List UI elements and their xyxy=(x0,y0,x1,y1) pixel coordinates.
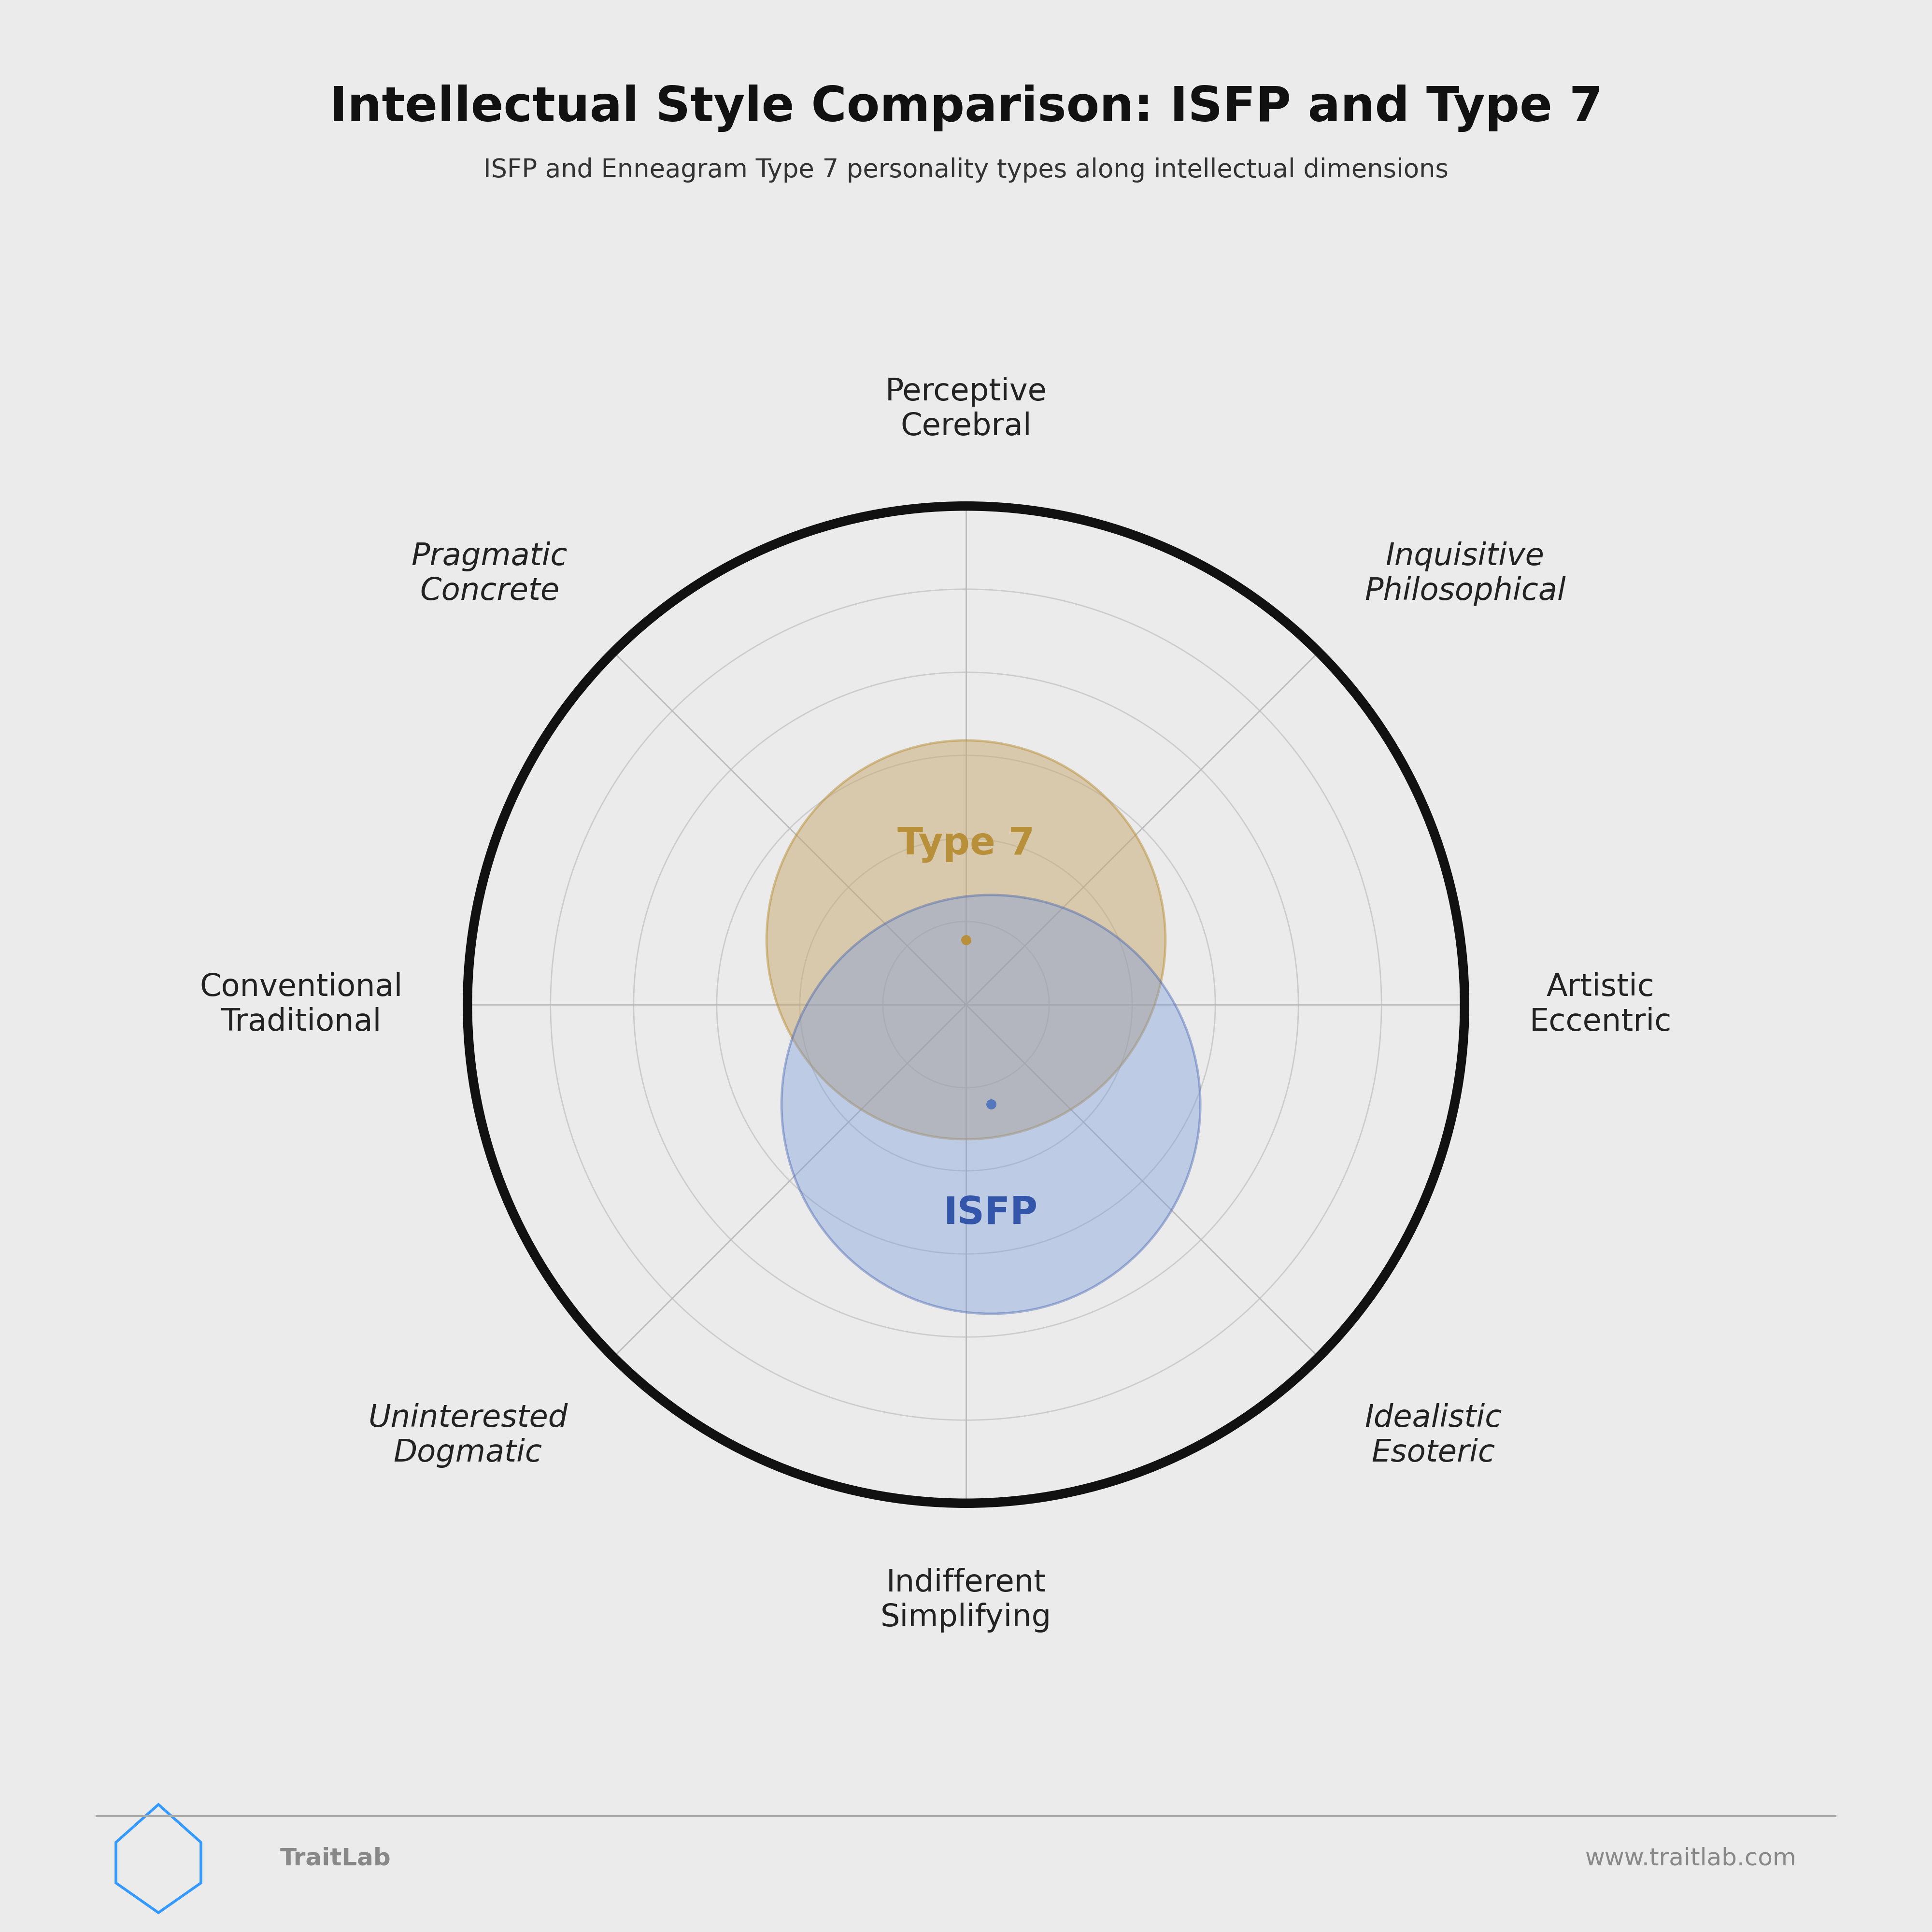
Text: Inquisitive
Philosophical: Inquisitive Philosophical xyxy=(1364,541,1565,607)
Text: www.traitlab.com: www.traitlab.com xyxy=(1586,1847,1797,1870)
Text: ISFP and Enneagram Type 7 personality types along intellectual dimensions: ISFP and Enneagram Type 7 personality ty… xyxy=(483,158,1449,184)
Circle shape xyxy=(782,895,1200,1314)
Text: Idealistic
Esoteric: Idealistic Esoteric xyxy=(1364,1403,1501,1468)
Text: Intellectual Style Comparison: ISFP and Type 7: Intellectual Style Comparison: ISFP and … xyxy=(328,85,1604,131)
Text: Uninterested
Dogmatic: Uninterested Dogmatic xyxy=(367,1403,568,1468)
Text: ISFP: ISFP xyxy=(945,1194,1037,1231)
Circle shape xyxy=(767,740,1165,1140)
Text: Artistic
Eccentric: Artistic Eccentric xyxy=(1530,972,1671,1037)
Text: Type 7: Type 7 xyxy=(896,825,1036,862)
Text: Conventional
Traditional: Conventional Traditional xyxy=(199,972,402,1037)
Text: Indifferent
Simplifying: Indifferent Simplifying xyxy=(881,1569,1051,1633)
Text: Pragmatic
Concrete: Pragmatic Concrete xyxy=(412,541,568,607)
Text: Perceptive
Cerebral: Perceptive Cerebral xyxy=(885,377,1047,440)
Text: TraitLab: TraitLab xyxy=(280,1847,390,1870)
